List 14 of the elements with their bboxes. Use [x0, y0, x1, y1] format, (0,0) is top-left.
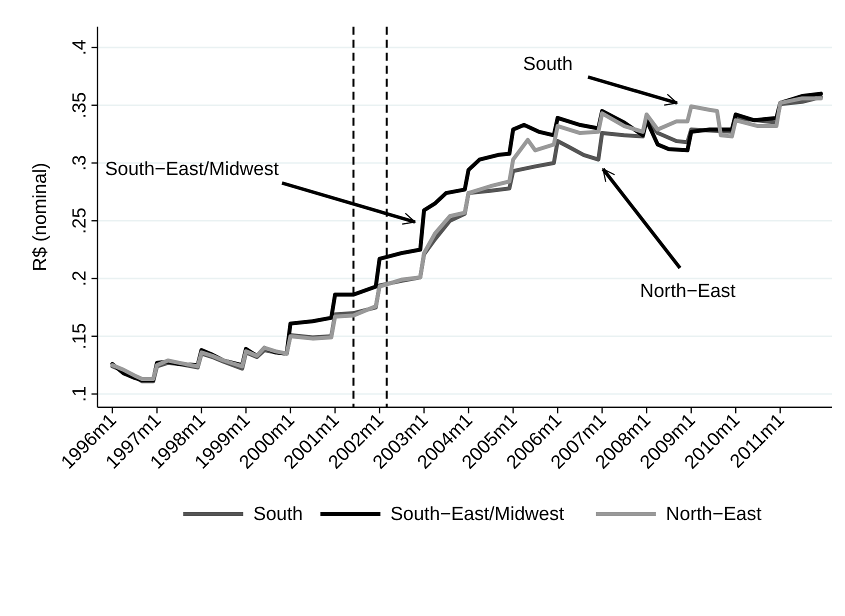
y-tick-label: .1	[70, 386, 90, 402]
y-tick-label: .4	[70, 39, 90, 56]
legend-label: South	[253, 504, 303, 525]
annotation: North−East	[640, 281, 736, 302]
legend-label: North−East	[666, 504, 762, 525]
y-tick-label: .35	[70, 92, 90, 118]
annotation: South	[523, 54, 573, 75]
y-tick-label: .25	[70, 208, 90, 234]
y-tick-label: .15	[70, 323, 90, 350]
y-tick-label: .2	[70, 270, 90, 286]
y-axis-title: R$ (nominal)	[30, 162, 51, 272]
y-tick-label: .3	[70, 155, 90, 171]
annotation: South−East/Midwest	[105, 159, 280, 180]
legend-label: South−East/Midwest	[390, 504, 565, 525]
